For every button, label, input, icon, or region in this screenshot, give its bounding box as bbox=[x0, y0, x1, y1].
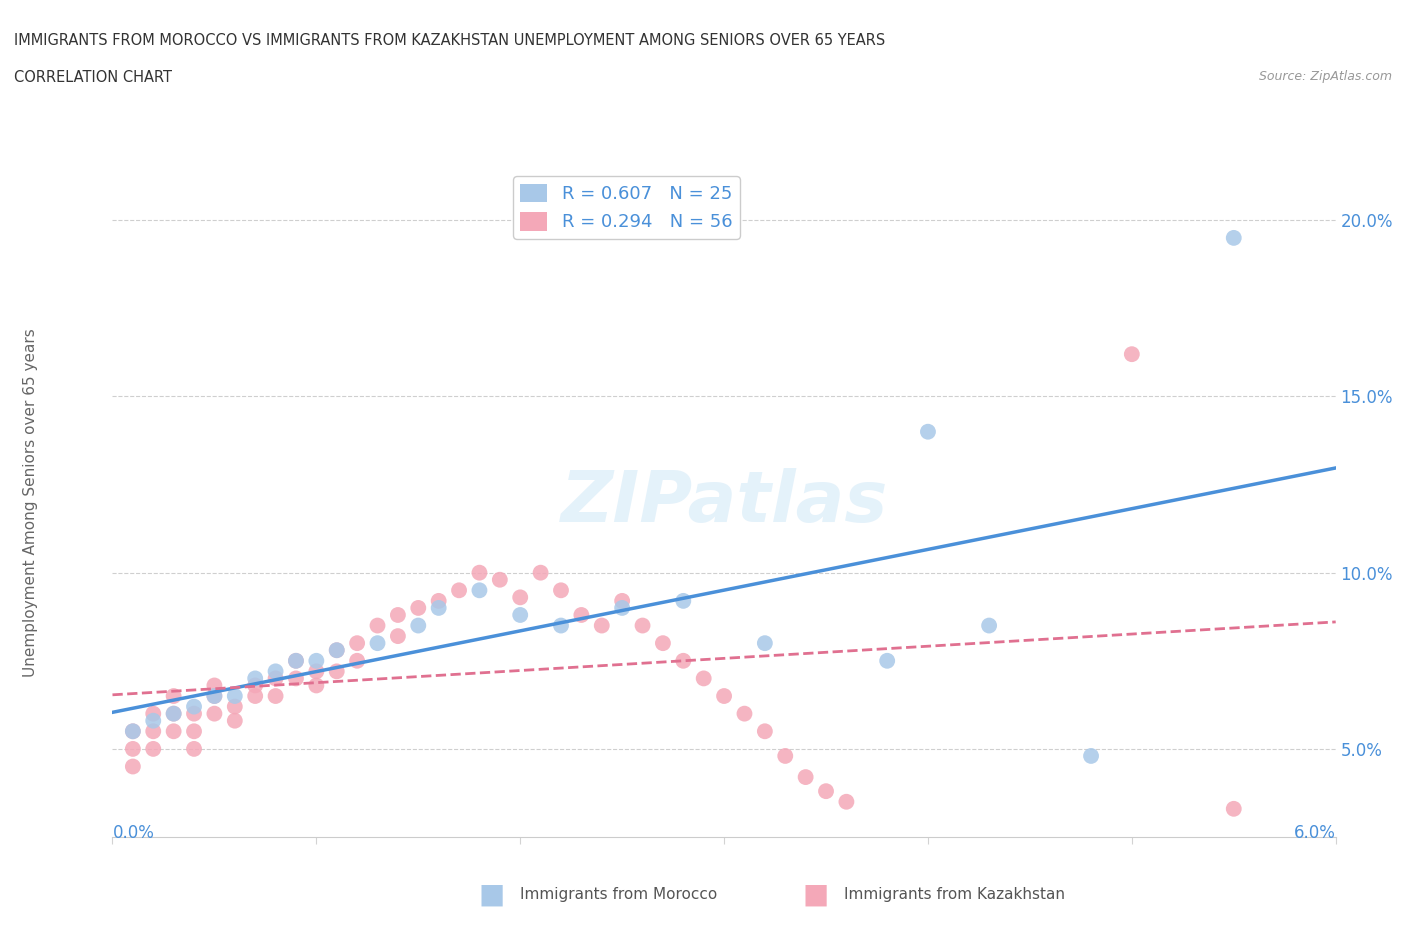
Point bbox=[468, 583, 491, 598]
Point bbox=[550, 618, 572, 633]
Point bbox=[754, 636, 776, 651]
Point bbox=[427, 593, 450, 608]
Point bbox=[245, 678, 267, 693]
Point bbox=[183, 706, 205, 721]
Point bbox=[305, 678, 328, 693]
Point bbox=[489, 572, 512, 587]
Point bbox=[509, 590, 531, 604]
Point bbox=[142, 724, 165, 738]
Point bbox=[876, 654, 898, 669]
Point bbox=[427, 601, 450, 616]
Text: 6.0%: 6.0% bbox=[1294, 824, 1336, 843]
Text: Source: ZipAtlas.com: Source: ZipAtlas.com bbox=[1258, 70, 1392, 83]
Point bbox=[264, 688, 287, 703]
Point bbox=[163, 706, 186, 721]
Point bbox=[122, 724, 145, 738]
Point bbox=[754, 724, 776, 738]
Point bbox=[530, 565, 553, 580]
Point bbox=[449, 583, 471, 598]
Point bbox=[815, 784, 838, 799]
Point bbox=[284, 654, 308, 669]
Point bbox=[305, 664, 328, 679]
Point bbox=[652, 636, 675, 651]
Point bbox=[835, 794, 858, 809]
Point bbox=[326, 664, 349, 679]
Text: 0.0%: 0.0% bbox=[112, 824, 155, 843]
Point bbox=[794, 770, 817, 785]
Text: ■: ■ bbox=[479, 881, 505, 909]
Point bbox=[346, 654, 368, 669]
Point bbox=[917, 424, 939, 439]
Point bbox=[367, 618, 389, 633]
Text: Unemployment Among Seniors over 65 years: Unemployment Among Seniors over 65 years bbox=[24, 328, 38, 677]
Point bbox=[245, 688, 267, 703]
Point bbox=[204, 688, 226, 703]
Point bbox=[1223, 802, 1246, 817]
Point bbox=[1223, 231, 1246, 246]
Point bbox=[550, 583, 572, 598]
Point bbox=[367, 636, 389, 651]
Point bbox=[387, 607, 409, 622]
Text: ■: ■ bbox=[803, 881, 828, 909]
Point bbox=[284, 671, 308, 685]
Point bbox=[346, 636, 368, 651]
Text: IMMIGRANTS FROM MOROCCO VS IMMIGRANTS FROM KAZAKHSTAN UNEMPLOYMENT AMONG SENIORS: IMMIGRANTS FROM MOROCCO VS IMMIGRANTS FR… bbox=[14, 33, 886, 47]
Text: Immigrants from Morocco: Immigrants from Morocco bbox=[520, 887, 717, 902]
Point bbox=[163, 724, 186, 738]
Point bbox=[326, 643, 349, 658]
Text: Immigrants from Kazakhstan: Immigrants from Kazakhstan bbox=[844, 887, 1064, 902]
Point bbox=[204, 706, 226, 721]
Point bbox=[1080, 749, 1102, 764]
Point bbox=[183, 699, 205, 714]
Point bbox=[204, 688, 226, 703]
Point bbox=[1121, 347, 1143, 362]
Point bbox=[163, 706, 186, 721]
Point bbox=[509, 607, 531, 622]
Point bbox=[571, 607, 593, 622]
Point bbox=[693, 671, 716, 685]
Point bbox=[387, 629, 409, 644]
Point bbox=[979, 618, 1001, 633]
Point bbox=[468, 565, 491, 580]
Point bbox=[163, 688, 186, 703]
Point bbox=[183, 741, 205, 756]
Point bbox=[591, 618, 613, 633]
Point bbox=[326, 643, 349, 658]
Point bbox=[224, 713, 246, 728]
Point bbox=[142, 741, 165, 756]
Point bbox=[122, 759, 145, 774]
Point bbox=[408, 618, 430, 633]
Legend: R = 0.607   N = 25, R = 0.294   N = 56: R = 0.607 N = 25, R = 0.294 N = 56 bbox=[513, 177, 740, 239]
Point bbox=[204, 678, 226, 693]
Point bbox=[284, 654, 308, 669]
Point bbox=[122, 741, 145, 756]
Point bbox=[305, 654, 328, 669]
Point bbox=[631, 618, 654, 633]
Point bbox=[612, 601, 634, 616]
Text: CORRELATION CHART: CORRELATION CHART bbox=[14, 70, 172, 85]
Point bbox=[122, 724, 145, 738]
Point bbox=[713, 688, 735, 703]
Point bbox=[224, 699, 246, 714]
Point bbox=[183, 724, 205, 738]
Point bbox=[264, 671, 287, 685]
Point bbox=[142, 706, 165, 721]
Point bbox=[734, 706, 756, 721]
Point bbox=[775, 749, 797, 764]
Text: ZIPatlas: ZIPatlas bbox=[561, 468, 887, 537]
Point bbox=[245, 671, 267, 685]
Point bbox=[264, 664, 287, 679]
Point bbox=[672, 654, 695, 669]
Point bbox=[224, 688, 246, 703]
Point bbox=[408, 601, 430, 616]
Point bbox=[612, 593, 634, 608]
Point bbox=[672, 593, 695, 608]
Point bbox=[142, 713, 165, 728]
